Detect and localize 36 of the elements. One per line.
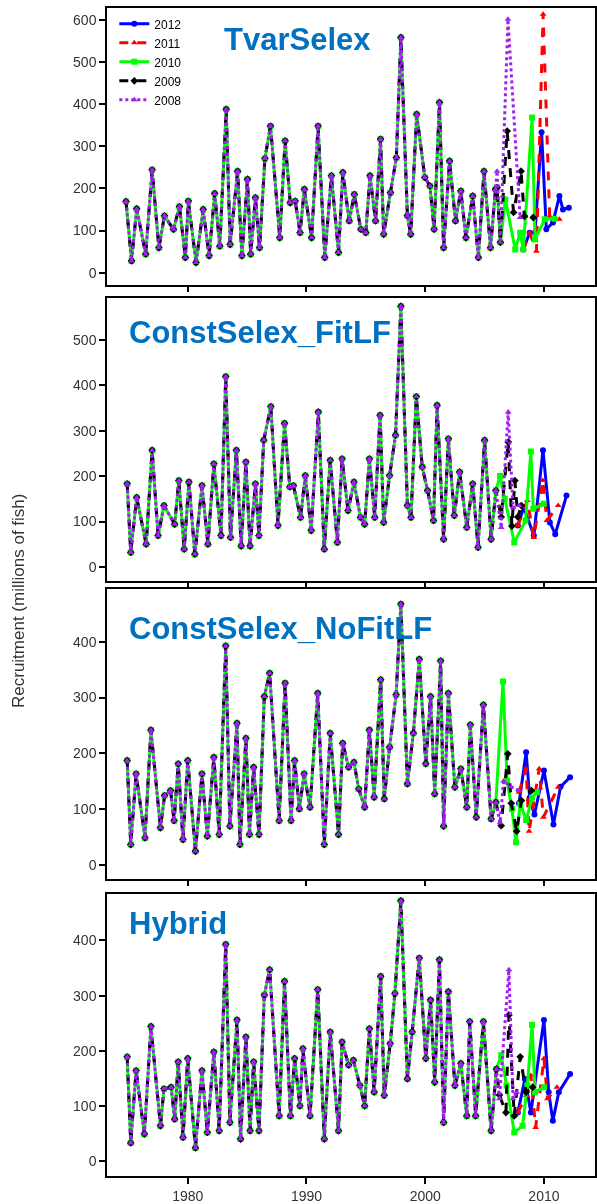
y-tick-label: 400 <box>73 633 97 650</box>
text: TvarSelex <box>224 22 372 57</box>
y-tick-label: 400 <box>73 932 97 949</box>
y-tick-label: 100 <box>73 513 97 530</box>
y-tick-label: 400 <box>73 377 97 394</box>
y-tick-label: 500 <box>73 331 97 348</box>
legend-label: 2009 <box>154 74 182 89</box>
y-tick-label: 100 <box>73 1097 97 1114</box>
legend-label: 2012 <box>154 17 182 32</box>
y-tick-label: 600 <box>73 11 97 28</box>
x-tick-label: 1980 <box>172 1187 204 1204</box>
y-tick-label: 200 <box>73 745 97 762</box>
y-tick-label: 0 <box>88 558 97 575</box>
y-tick-label: 100 <box>73 800 97 817</box>
x-tick-label: 1990 <box>290 1187 323 1204</box>
y-tick-label: 300 <box>73 138 97 155</box>
chart-title: Hybrid <box>129 906 228 941</box>
y-tick-label: 0 <box>88 264 97 281</box>
y-tick-label: 100 <box>73 222 97 239</box>
y-tick-label: 0 <box>88 856 97 873</box>
y-tick-label: 300 <box>73 689 97 706</box>
y-tick-label: 500 <box>73 53 97 70</box>
legend-label: 2011 <box>154 36 181 51</box>
legend-label: 2010 <box>154 55 182 70</box>
y-tick-label: 200 <box>73 467 97 484</box>
x-tick-label: 2000 <box>409 1187 441 1204</box>
x-tick-label: 2010 <box>528 1187 560 1204</box>
y-tick-label: 200 <box>73 180 97 197</box>
text: ConstSelex_FitLF <box>129 315 391 350</box>
y-tick-label: 300 <box>73 422 97 439</box>
y-tick-label: 400 <box>73 96 97 112</box>
y-tick-label: 300 <box>73 987 97 1004</box>
legend-label: 2008 <box>154 93 182 108</box>
y-tick-label: 0 <box>88 1153 97 1170</box>
y-tick-label: 200 <box>73 1042 97 1059</box>
y-axis-title: Recruitment (millions of fish) <box>9 493 28 708</box>
